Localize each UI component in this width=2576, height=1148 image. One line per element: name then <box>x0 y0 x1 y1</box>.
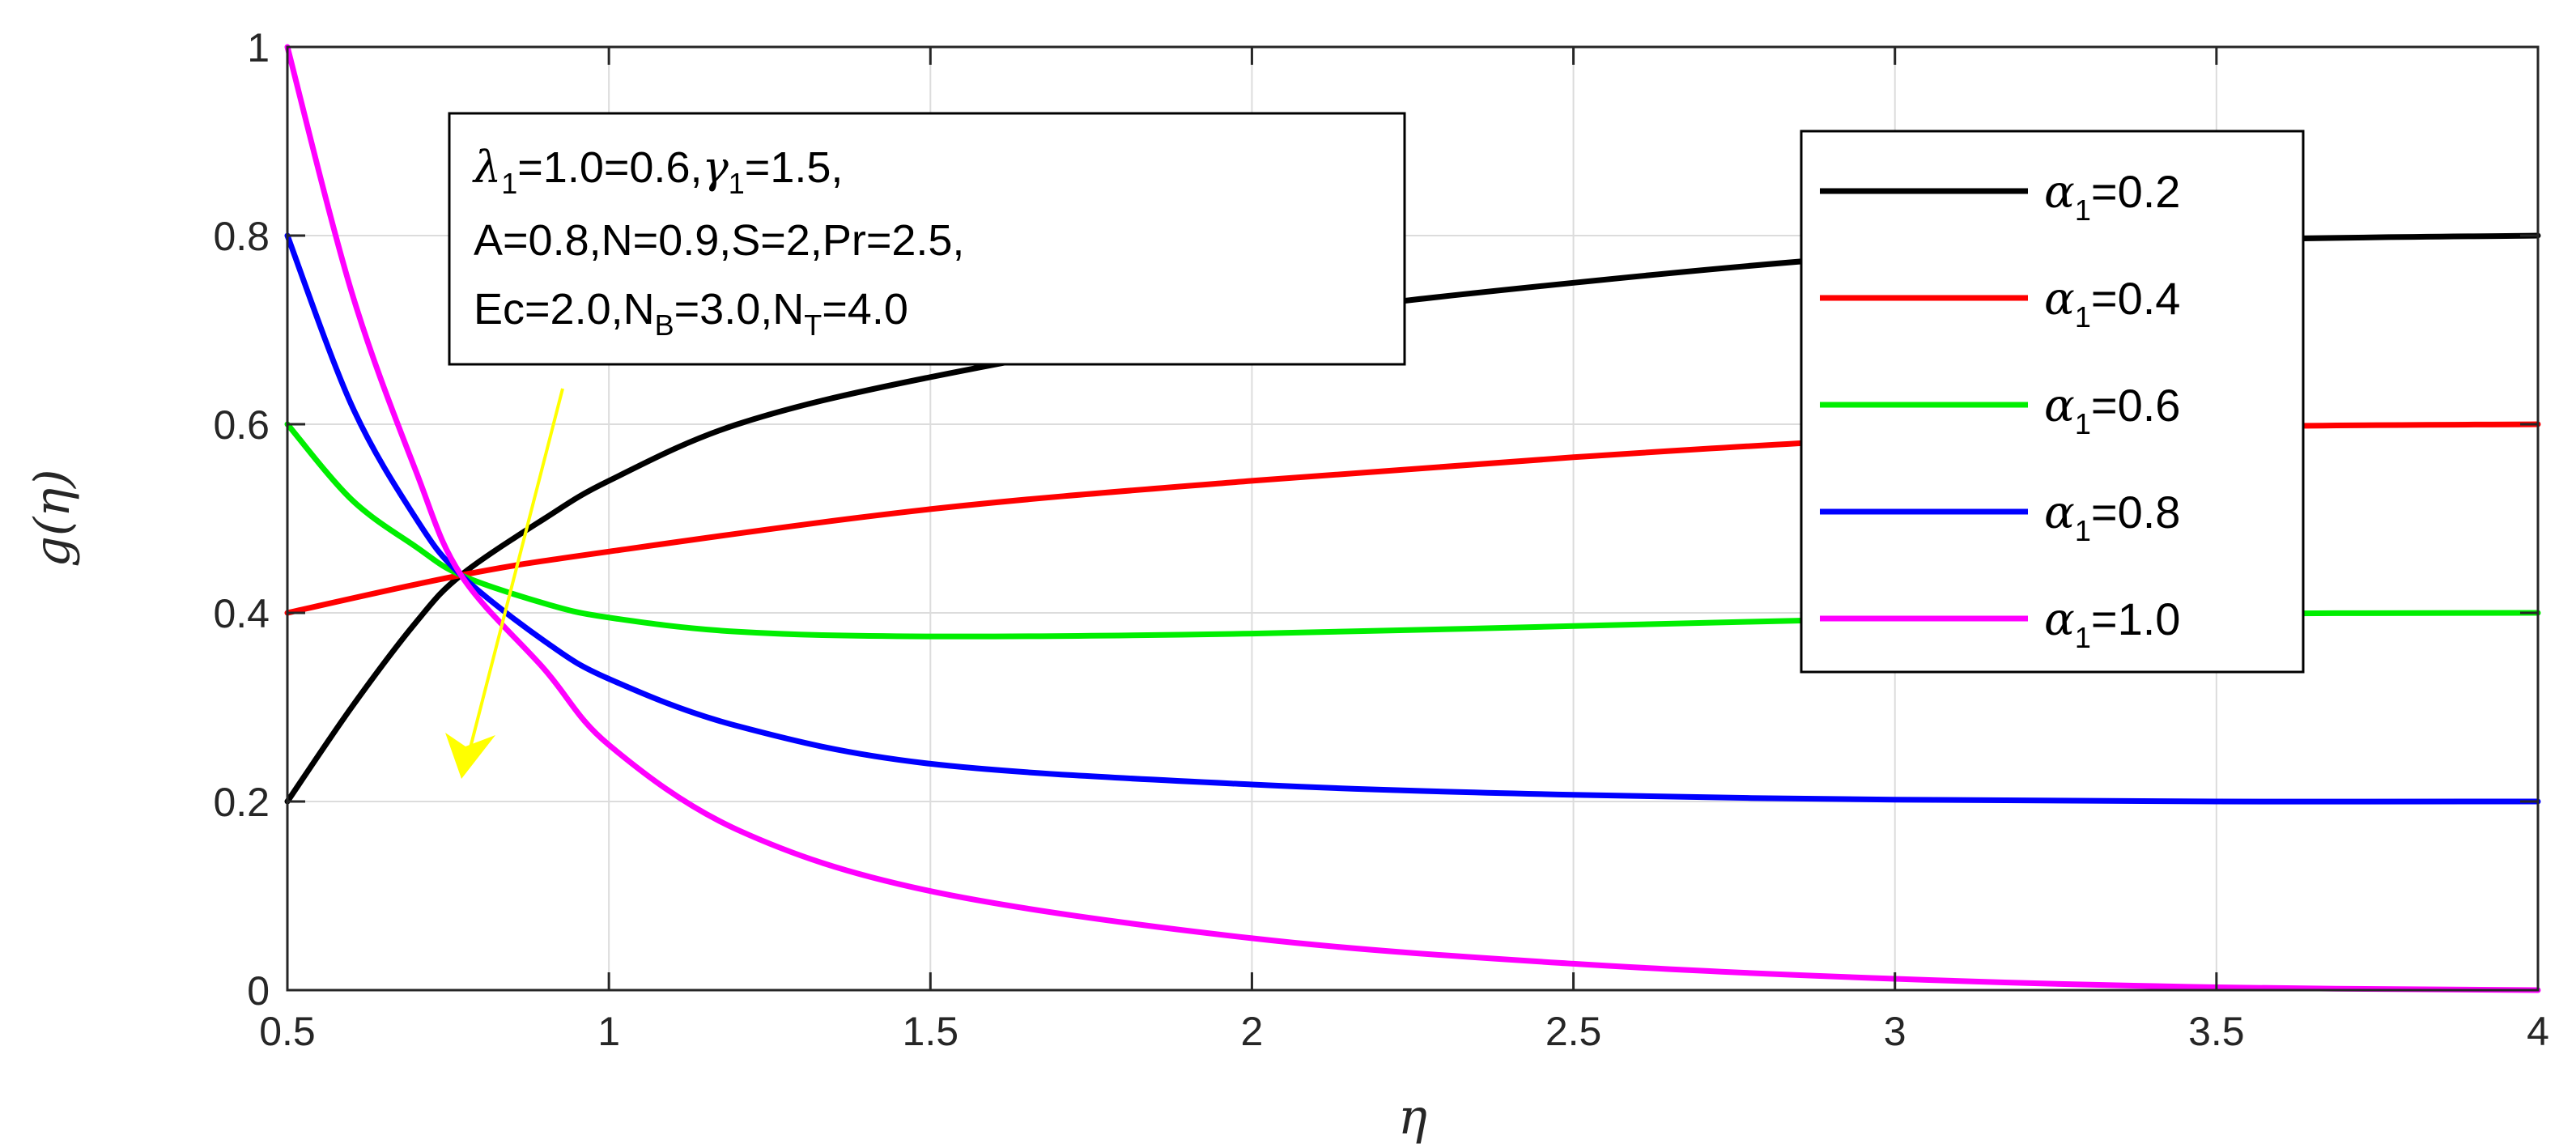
legend-box <box>1800 130 2305 674</box>
trend-arrow <box>445 388 564 779</box>
legend-entry-5: α1=1.0 <box>2044 593 2180 654</box>
series-line-5 <box>284 44 2541 993</box>
x-tick-label: 3 <box>1884 1009 1906 1054</box>
x-tick-label: 0.5 <box>259 1009 316 1054</box>
plot-frame <box>286 45 2540 992</box>
annotation-line-2: A=0.8,N=0.9,S=2,Pr=2.5, <box>474 216 964 265</box>
legend-entry-1: α1=0.2 <box>2044 166 2180 227</box>
x-tick-label: 3.5 <box>2188 1009 2245 1054</box>
x-tick-label: 1 <box>597 1009 620 1054</box>
y-tick-label: 1 <box>247 25 270 70</box>
x-tick-label: 2 <box>1241 1009 1264 1054</box>
ticks: 0.5 1 1.5 2 2.5 3 3.5 4 0 0.2 0.4 0.6 0.8 1 <box>213 25 2548 1054</box>
x-tick-label: 4 <box>2527 1009 2549 1054</box>
legend-entry-4: α1=0.8 <box>2044 487 2180 547</box>
trend-arrow-head <box>445 733 495 779</box>
series-line-4 <box>284 232 2541 805</box>
y-tick-label: 0.2 <box>213 780 270 825</box>
y-axis-label: g(η) <box>24 469 81 567</box>
x-tick-label: 1.5 <box>903 1009 959 1054</box>
parameter-annotation: λ1=1.0=0.6,γ1=1.5, A=0.8,N=0.9,S=2,Pr=2.… <box>448 112 1406 366</box>
legend: α1=0.2 α1=0.4 α1=0.6 α1=0.8 α1=1.0 <box>1800 130 2305 674</box>
y-tick-label: 0.4 <box>213 591 270 636</box>
trend-arrow-shaft <box>466 388 564 758</box>
annotation-line-3: Ec=2.0,NB=3.0,NT=4.0 <box>474 285 908 342</box>
x-axis-label: η <box>1398 1089 1427 1146</box>
y-tick-label: 0 <box>247 968 270 1014</box>
legend-entry-2: α1=0.4 <box>2044 273 2180 334</box>
y-tick-label: 0.6 <box>213 402 270 448</box>
x-tick-label: 2.5 <box>1545 1009 1602 1054</box>
y-tick-label: 0.8 <box>213 214 270 259</box>
annotation-box <box>448 112 1406 366</box>
legend-entry-3: α1=0.6 <box>2044 380 2180 440</box>
annotation-line-1: λ1=1.0=0.6,γ1=1.5, <box>472 142 843 200</box>
